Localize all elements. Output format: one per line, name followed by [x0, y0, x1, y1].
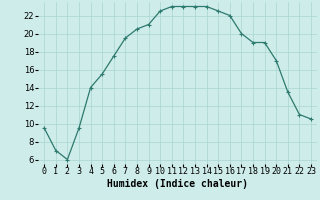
X-axis label: Humidex (Indice chaleur): Humidex (Indice chaleur)	[107, 179, 248, 189]
